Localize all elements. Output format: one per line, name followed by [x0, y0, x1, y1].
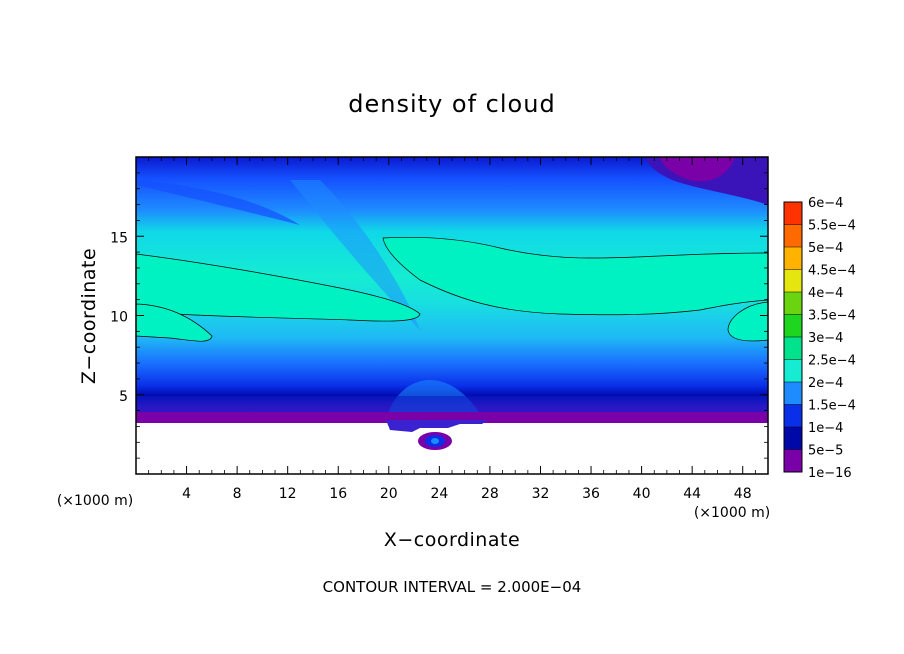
x-tick-label: 20	[380, 486, 398, 502]
x-tick-label: 32	[532, 486, 550, 502]
upper-right-void-core	[660, 157, 735, 182]
colorbar-swatch	[784, 314, 802, 337]
x-tick-label: 8	[233, 486, 242, 502]
y-axis-label: Z−coordinate	[78, 248, 100, 384]
colorbar-label: 6e−4	[808, 196, 843, 211]
colorbar-label: 3e−4	[808, 331, 843, 346]
y-tick-label: 15	[110, 230, 128, 246]
colorbar-label: 3.5e−4	[808, 309, 856, 324]
isolated-cloud-cell-center	[431, 438, 439, 444]
x-tick-label: 48	[734, 486, 752, 502]
contour-right-lower	[727, 301, 768, 342]
no-cloud-region	[136, 423, 768, 474]
colorbar-label: 5.5e−4	[808, 219, 856, 234]
contour-left	[136, 253, 421, 322]
colorbar-label: 2.5e−4	[808, 354, 856, 369]
x-tick-label: 28	[481, 486, 499, 502]
colorbar-swatch	[784, 359, 802, 382]
x-axis-label: X−coordinate	[384, 529, 520, 551]
colorbar-label: 1e−4	[808, 421, 843, 436]
colorbar-label: 2e−4	[808, 376, 843, 391]
colorbar: 1e−16 5e−5 1e−4 1.5e−4 2e−4 2.5e−4 3e−4 3.5e−4 4…	[783, 196, 856, 481]
colorbar-swatch	[784, 337, 802, 360]
chart-title: density of cloud	[348, 90, 555, 118]
y-tick-group: 5 10 15	[110, 172, 768, 459]
y-tick-label: 5	[119, 389, 128, 405]
colorbar-swatch	[784, 269, 802, 292]
x-unit-label-right: (×1000 m)	[694, 505, 770, 521]
colorbar-label: 5e−4	[808, 241, 843, 256]
colorbar-swatch	[784, 427, 802, 450]
cloud-base-notch	[386, 420, 488, 432]
plot-area	[136, 157, 768, 474]
x-tick-label: 12	[279, 486, 297, 502]
colorbar-swatch	[784, 404, 802, 427]
x-tick-label: 40	[633, 486, 651, 502]
x-tick-label: 24	[430, 486, 448, 502]
colorbar-swatch	[784, 224, 802, 247]
x-unit-label-left: (×1000 m)	[57, 493, 133, 509]
contour-upper	[382, 236, 768, 316]
y-tick-label: 10	[110, 310, 128, 326]
x-tick-label: 44	[683, 486, 701, 502]
low-density-streak	[290, 180, 420, 330]
colorbar-label: 4e−4	[808, 286, 843, 301]
x-tick-label: 36	[582, 486, 600, 502]
cloud-base-edge	[136, 412, 768, 423]
colorbar-label: 4.5e−4	[808, 264, 856, 279]
colorbar-label: 5e−5	[808, 444, 843, 459]
low-density-band-left	[136, 180, 300, 225]
colorbar-swatch	[784, 247, 802, 270]
contour-interval-text: CONTOUR INTERVAL = 2.000E−04	[323, 578, 582, 596]
colorbar-swatch	[784, 292, 802, 315]
contour-left-lower	[136, 303, 213, 342]
x-tick-group: 4 8 12 16 20 24 28 32 36 40 44 48	[148, 157, 756, 502]
x-tick-label: 4	[182, 486, 191, 502]
colorbar-label: 1e−16	[808, 466, 852, 481]
colorbar-label: 1.5e−4	[808, 399, 856, 414]
x-tick-label: 16	[329, 486, 347, 502]
colorbar-swatch	[784, 382, 802, 405]
colorbar-swatch	[784, 449, 802, 472]
colorbar-swatch	[784, 202, 802, 225]
